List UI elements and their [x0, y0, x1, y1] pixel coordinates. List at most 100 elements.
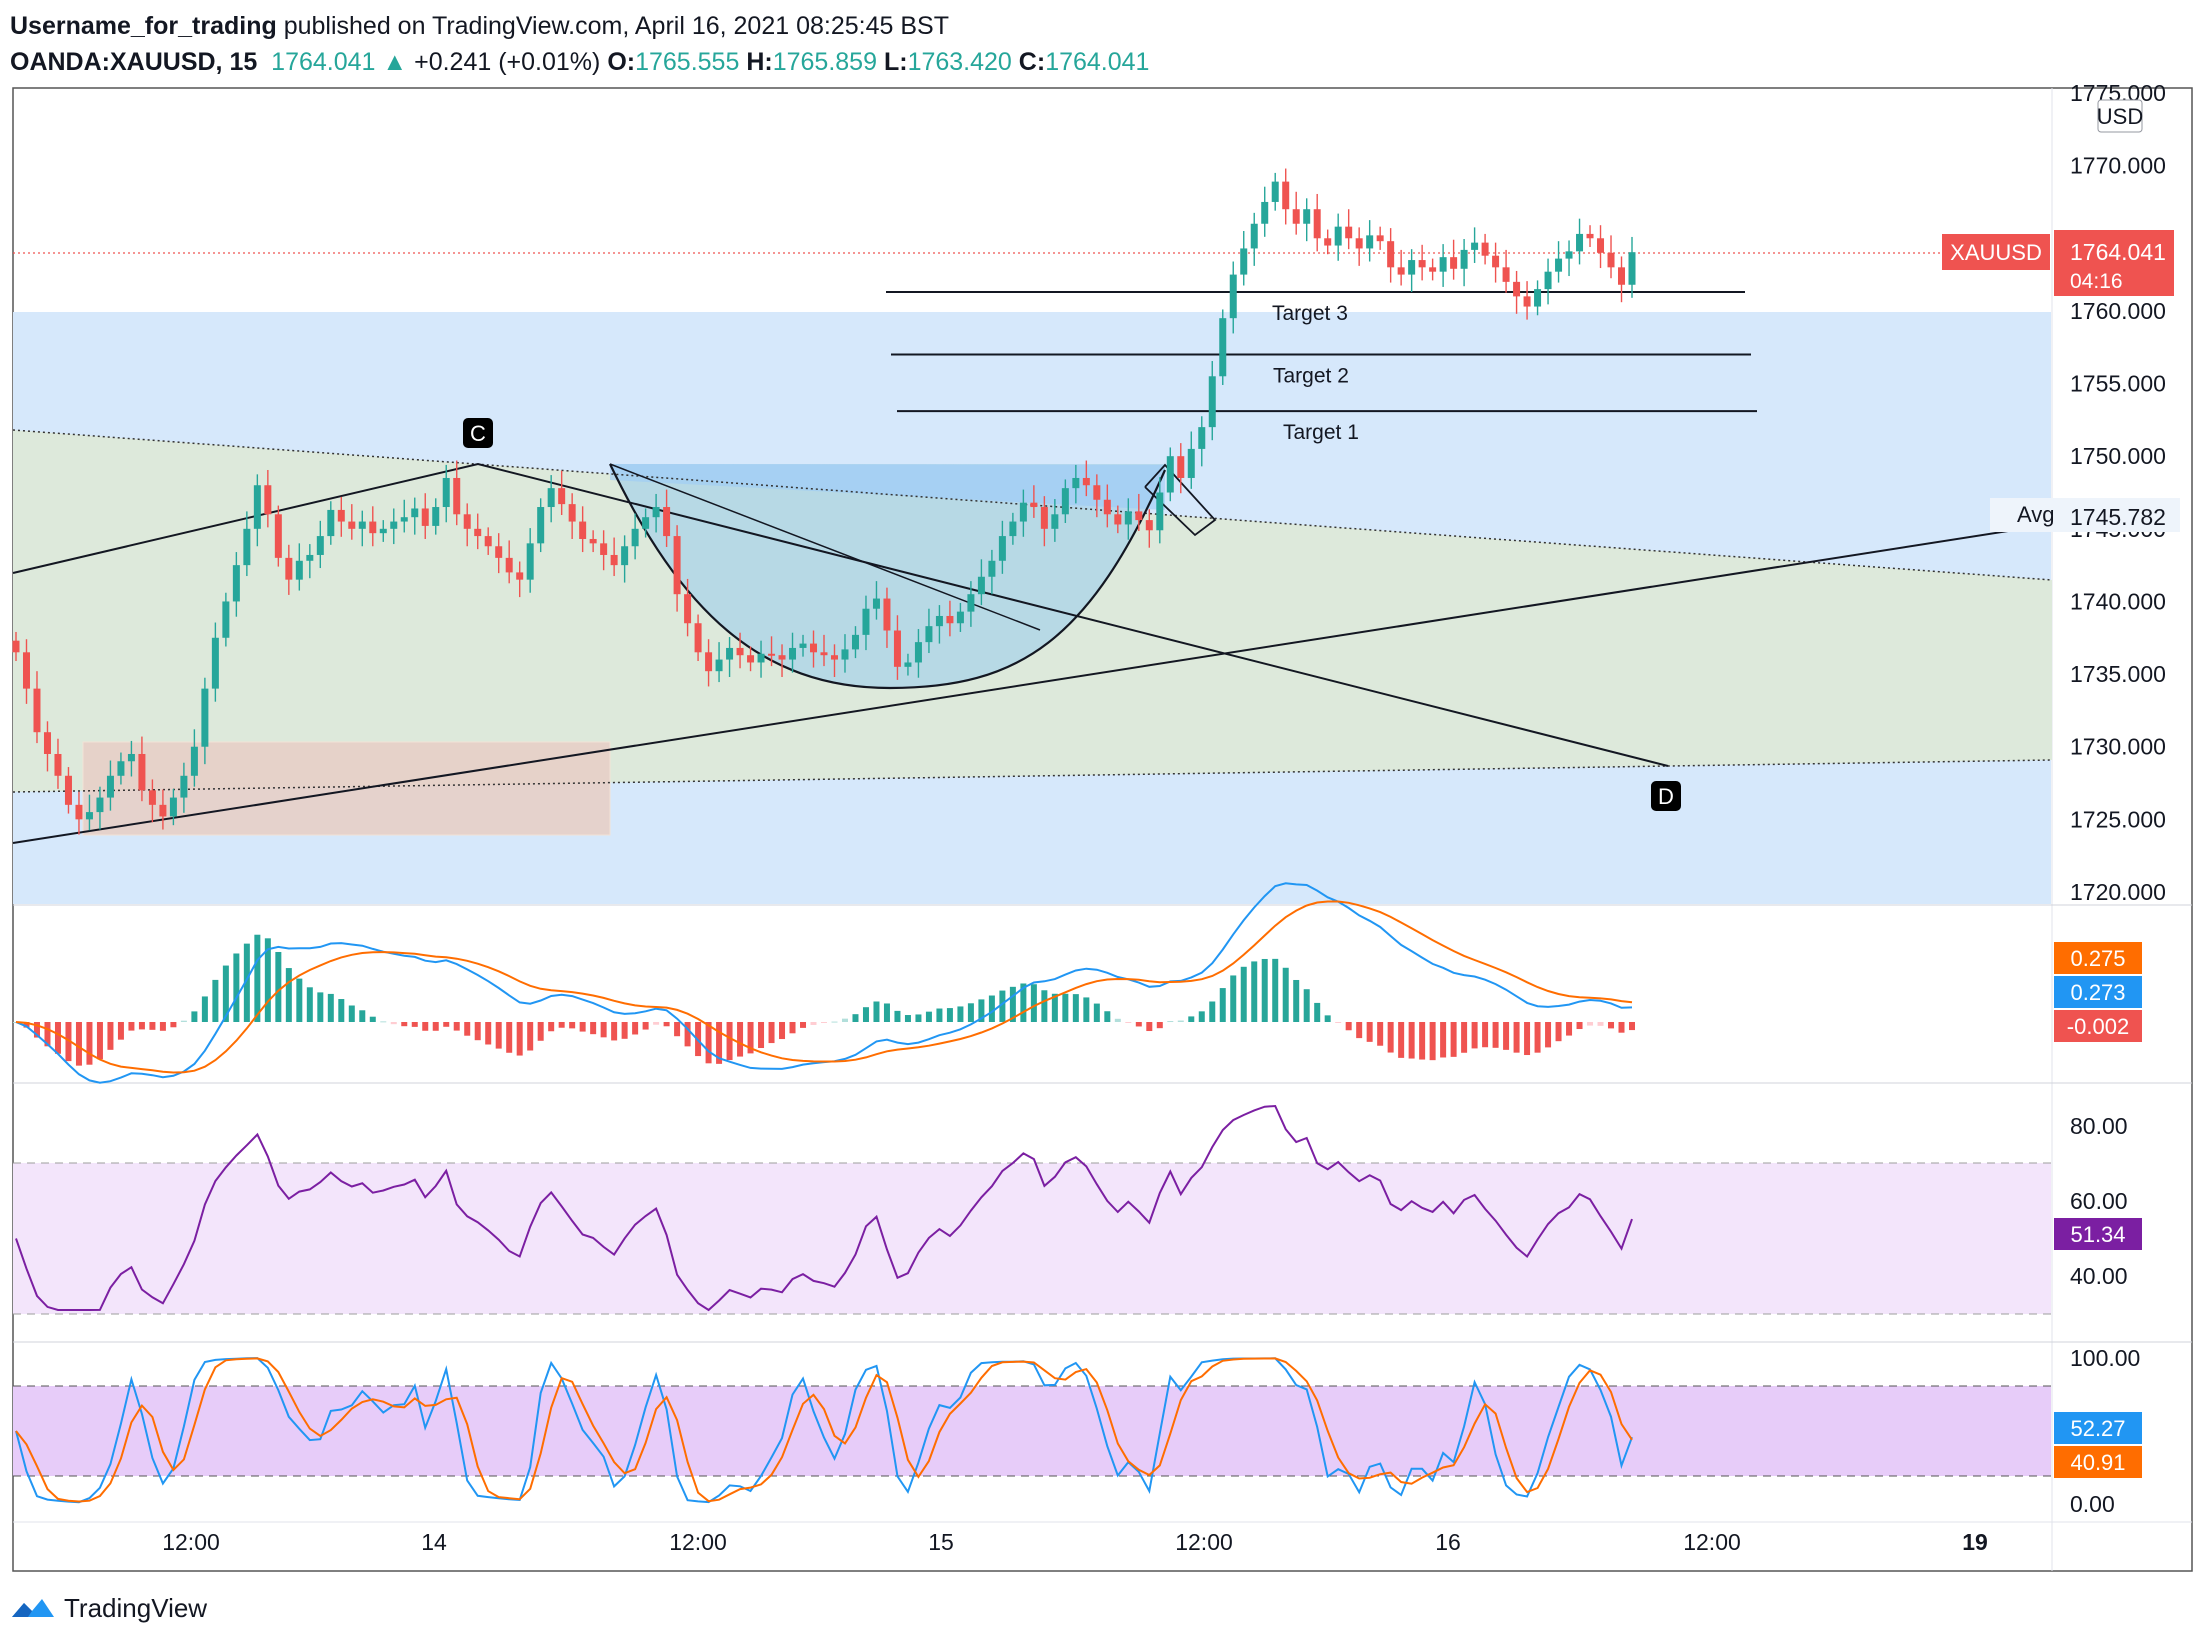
target-label: Target 2 — [1273, 364, 1349, 387]
candle-body — [1040, 507, 1048, 529]
candle-body — [757, 653, 765, 663]
candle-body — [1261, 201, 1269, 224]
candle-body — [1618, 267, 1626, 285]
candle-body — [400, 517, 408, 522]
macd-histogram-bar — [1471, 1022, 1478, 1049]
macd-histogram-bar — [1135, 1022, 1142, 1027]
username[interactable]: Username_for_trading — [10, 12, 277, 40]
macd-histogram-bar — [485, 1022, 492, 1045]
stoch-k-tag — [2054, 1412, 2142, 1444]
candle-body — [547, 488, 555, 508]
macd-histogram-bar — [495, 1022, 502, 1049]
stoch-d-line — [15, 1357, 1633, 1503]
candle-body — [935, 615, 943, 627]
candle-body — [799, 643, 807, 648]
macd-histogram-bar — [1188, 1016, 1195, 1022]
macd-histogram-bar — [747, 1022, 754, 1054]
macd-histogram-bar — [453, 1022, 460, 1031]
candle-body — [327, 509, 335, 537]
candle-body — [232, 565, 240, 602]
candle-body — [1597, 238, 1605, 253]
macd-histogram-bar — [44, 1022, 51, 1047]
candle-body — [1114, 514, 1122, 525]
candle-body — [1124, 511, 1132, 525]
candle-body — [1009, 521, 1017, 537]
candle-body — [600, 543, 608, 555]
macd-histogram-bar — [233, 953, 240, 1022]
last-price: 1764.041 — [271, 48, 376, 76]
candle-body — [75, 804, 83, 820]
macd-histogram-bar — [999, 990, 1006, 1022]
macd-histogram-bar — [883, 1003, 890, 1022]
tradingview-brand[interactable]: TradingView — [64, 1592, 208, 1623]
candle-body — [1534, 289, 1542, 307]
candle-body — [295, 560, 303, 580]
candle-body — [1628, 252, 1636, 285]
candle-body — [1166, 456, 1174, 493]
candle-body — [631, 528, 639, 547]
candle-body — [348, 521, 356, 529]
candle-body — [159, 804, 167, 817]
macd-histogram-bar — [1629, 1022, 1635, 1031]
rising-trendline — [12, 525, 2041, 844]
macd-histogram-bar — [275, 951, 282, 1022]
candle-body — [1334, 226, 1342, 246]
macd-histogram-bar — [1387, 1022, 1394, 1053]
candle-body — [705, 652, 713, 672]
macd-histogram-bar — [1167, 1021, 1174, 1023]
open-value: 1765.555 — [635, 48, 740, 76]
candle-body — [1240, 248, 1248, 275]
cup-curve — [609, 463, 1167, 690]
candle-body — [484, 536, 492, 547]
price-tick-label: 1735.000 — [2070, 661, 2166, 687]
candle-body — [411, 508, 419, 518]
macd-histogram-bar — [264, 938, 271, 1022]
target-label: Target 1 — [1283, 421, 1359, 444]
candle-body — [505, 557, 513, 573]
macd-histogram-bar — [841, 1018, 848, 1022]
candle-body — [1513, 281, 1521, 297]
low-label: L: — [883, 48, 908, 76]
footer: TradingView — [10, 1588, 207, 1628]
candle-body — [463, 514, 471, 529]
macd-histogram-bar — [1251, 961, 1258, 1022]
candle-body — [810, 643, 818, 653]
macd-histogram-bar — [967, 1003, 974, 1022]
candle-body — [736, 647, 744, 656]
macd-histogram-bar — [201, 996, 208, 1022]
point-c-badge — [463, 418, 493, 448]
macd-histogram-bar — [516, 1022, 523, 1056]
macd-histogram-bar — [642, 1022, 649, 1030]
macd-histogram-bar — [149, 1022, 156, 1030]
candle-body — [1145, 520, 1153, 531]
macd-histogram-bar — [1041, 990, 1048, 1022]
candle-body — [1555, 258, 1563, 272]
macd-signal-value: 0.275 — [2070, 946, 2125, 971]
macd-histogram-bar — [432, 1022, 439, 1031]
candle-body — [1345, 226, 1353, 239]
macd-histogram-bar — [422, 1022, 429, 1031]
price-axis[interactable]: 1775.0001770.0001765.0001760.0001755.000… — [2070, 80, 2166, 905]
candle-body — [1586, 233, 1594, 239]
candle-body — [127, 753, 135, 762]
rsi-value-tag — [2054, 1218, 2142, 1250]
cup-rim-fill — [610, 464, 1165, 510]
macd-histogram-bar — [590, 1022, 597, 1035]
time-axis[interactable]: 12:00 14 12:00 15 12:00 16 12:00 19 — [162, 1529, 1988, 1555]
macd-histogram-bar — [506, 1022, 513, 1053]
stoch-tick-100: 100.00 — [2070, 1345, 2140, 1371]
candle-body — [914, 642, 922, 663]
macd-histogram-bar — [1513, 1022, 1520, 1053]
candle-body — [946, 615, 954, 624]
stoch-k-value: 52.27 — [2070, 1416, 2125, 1441]
candle-body — [442, 477, 450, 508]
macd-histogram-bar — [1461, 1022, 1468, 1053]
candle-body — [998, 536, 1006, 561]
macd-histogram-bar — [443, 1022, 450, 1027]
macd-histogram-bar — [1335, 1022, 1342, 1023]
macd-histogram-bar — [569, 1022, 576, 1029]
candle-body — [715, 659, 723, 672]
currency-badge[interactable] — [2097, 99, 2143, 133]
tradingview-logo-icon[interactable] — [10, 1595, 56, 1621]
